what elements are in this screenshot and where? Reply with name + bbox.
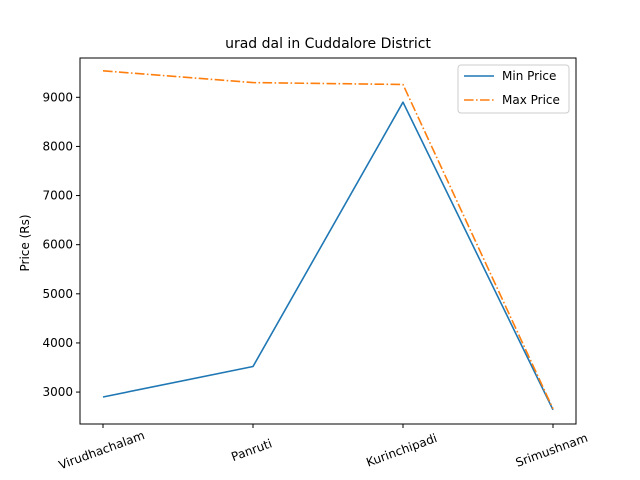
y-tick-label: 3000 — [42, 385, 73, 399]
series-line-min-price — [102, 101, 554, 411]
y-tick-label: 9000 — [42, 90, 73, 104]
plot-lines — [102, 70, 554, 411]
plot-frame — [79, 57, 577, 425]
legend-box — [457, 64, 570, 114]
y-tick-label: 5000 — [42, 287, 73, 301]
y-tick-label: 6000 — [42, 238, 73, 252]
y-tick-label: 8000 — [42, 139, 73, 153]
legend-label-min-price: Min Price — [502, 69, 556, 83]
x-tick-label: Virudhachalam — [57, 428, 147, 472]
x-tick-label: Panruti — [229, 436, 273, 464]
y-tick-label: 7000 — [42, 189, 73, 203]
y-axis: 3000 4000 5000 6000 7000 8000 9000 — [42, 90, 80, 399]
series-line-max-price — [102, 70, 554, 410]
chart-title: urad dal in Cuddalore District — [225, 36, 431, 52]
x-tick-label: Kurinchipadi — [364, 431, 439, 470]
legend-label-max-price: Max Price — [502, 93, 560, 107]
x-axis: Virudhachalam Panruti Kurinchipadi Srimushn… — [57, 424, 590, 472]
x-tick-label: Srimushnam — [514, 431, 590, 470]
y-axis-label: Price (Rs) — [18, 214, 32, 271]
legend: Min Price Max Price — [457, 64, 570, 114]
y-tick-label: 4000 — [42, 336, 73, 350]
